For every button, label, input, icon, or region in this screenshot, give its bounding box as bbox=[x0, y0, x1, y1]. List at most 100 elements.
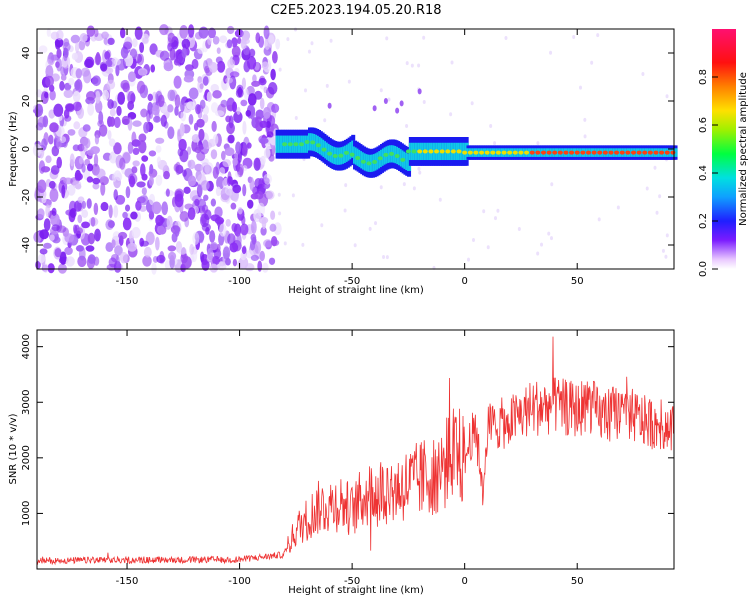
noise-cell bbox=[72, 90, 81, 103]
noise-cell bbox=[74, 80, 81, 91]
noise-cell bbox=[237, 206, 243, 215]
noise-cell bbox=[597, 217, 601, 222]
noise-cell bbox=[138, 195, 149, 206]
band-peak bbox=[614, 150, 620, 155]
noise-cell bbox=[225, 77, 233, 84]
noise-cell bbox=[113, 205, 119, 218]
band-peak bbox=[338, 153, 344, 158]
noise-cell bbox=[596, 33, 600, 38]
noise-cell bbox=[187, 175, 197, 187]
noise-cell bbox=[51, 207, 57, 216]
band-peak bbox=[501, 150, 507, 155]
band-peak bbox=[332, 153, 338, 158]
noise-cell bbox=[325, 83, 329, 88]
noise-cell bbox=[517, 227, 521, 232]
band-peak bbox=[484, 150, 490, 155]
spectrogram-ytick-label: 0 bbox=[21, 146, 32, 152]
noise-cell bbox=[266, 121, 271, 129]
noise-cell bbox=[150, 64, 156, 73]
noise-cell bbox=[108, 204, 113, 219]
noise-cell bbox=[45, 75, 55, 88]
noise-cell bbox=[68, 77, 75, 86]
noise-cell bbox=[86, 163, 94, 172]
noise-cell bbox=[243, 88, 249, 101]
noise-cell bbox=[259, 137, 269, 144]
noise-cell bbox=[143, 246, 152, 258]
noise-cell bbox=[43, 218, 51, 232]
noise-cell bbox=[187, 24, 195, 38]
band-peak bbox=[428, 149, 434, 154]
noise-cell bbox=[583, 134, 587, 139]
band-peak bbox=[580, 150, 586, 155]
noise-cell bbox=[138, 140, 147, 154]
noise-cell bbox=[116, 172, 123, 181]
noise-cell bbox=[450, 60, 454, 65]
noise-cell bbox=[261, 262, 269, 273]
noise-cell bbox=[208, 62, 218, 73]
noise-cell bbox=[199, 99, 206, 110]
noise-cell bbox=[64, 233, 75, 243]
noise-cell bbox=[182, 169, 187, 177]
noise-cell bbox=[536, 251, 540, 256]
band-peak bbox=[411, 149, 417, 154]
noise-cell bbox=[226, 176, 232, 187]
noise-cell bbox=[216, 60, 226, 73]
noise-cell bbox=[235, 141, 242, 155]
noise-cell bbox=[267, 82, 278, 95]
noise-cell bbox=[192, 232, 200, 245]
noise-cell bbox=[37, 253, 46, 264]
noise-cell bbox=[405, 61, 409, 66]
noise-cell bbox=[119, 157, 126, 170]
noise-cell bbox=[151, 104, 160, 116]
noise-cell bbox=[489, 124, 493, 129]
noise-cell bbox=[140, 163, 146, 177]
noise-cell bbox=[283, 241, 287, 246]
snr-xtick-label: 0 bbox=[461, 576, 467, 587]
noise-cell bbox=[249, 177, 255, 191]
noise-cell bbox=[95, 168, 106, 179]
noise-cell bbox=[422, 100, 426, 105]
noise-cell bbox=[449, 112, 453, 117]
noise-cell bbox=[189, 243, 195, 255]
noise-cell bbox=[188, 87, 199, 100]
noise-cell bbox=[98, 124, 108, 137]
noise-cell bbox=[161, 201, 169, 216]
band-peak bbox=[642, 150, 648, 155]
noise-cell bbox=[48, 180, 56, 189]
snr-ytick-label: 4000 bbox=[21, 334, 32, 359]
noise-cell bbox=[151, 201, 162, 215]
snr-axes: -150 -100 -50 0 50 1000 2000 3000 4000 bbox=[21, 330, 674, 587]
noise-cell bbox=[242, 184, 247, 197]
band-peak bbox=[479, 150, 485, 155]
noise-cell bbox=[212, 255, 220, 266]
snr-ytick-label: 3000 bbox=[21, 390, 32, 415]
noise-cell bbox=[113, 116, 121, 129]
noise-cell bbox=[156, 225, 165, 235]
colorbar-tick-label: 0.0 bbox=[698, 261, 709, 277]
noise-cell bbox=[382, 255, 386, 260]
noise-cell bbox=[320, 223, 324, 228]
noise-cell bbox=[245, 109, 252, 117]
noise-cell bbox=[46, 27, 51, 37]
noise-cell bbox=[167, 126, 175, 139]
noise-cell bbox=[265, 190, 275, 200]
noise-cell bbox=[196, 118, 205, 128]
band-peak bbox=[343, 150, 349, 155]
noise-cell bbox=[128, 173, 138, 185]
noise-cell bbox=[107, 37, 115, 46]
band-peak bbox=[298, 142, 304, 147]
noise-cell bbox=[187, 207, 196, 220]
noise-cell bbox=[579, 85, 583, 90]
noise-cell bbox=[113, 58, 121, 66]
noise-cell bbox=[197, 47, 205, 54]
band-peak bbox=[377, 156, 383, 161]
spectrogram-xtick-label: 0 bbox=[461, 276, 467, 287]
band-peak bbox=[473, 150, 479, 155]
noise-cell bbox=[278, 67, 282, 72]
noise-cell bbox=[160, 114, 167, 127]
noise-cell bbox=[54, 38, 64, 48]
noise-cell bbox=[165, 188, 170, 197]
noise-cell bbox=[207, 247, 214, 261]
noise-cell bbox=[60, 66, 65, 76]
band-peak bbox=[462, 150, 468, 155]
